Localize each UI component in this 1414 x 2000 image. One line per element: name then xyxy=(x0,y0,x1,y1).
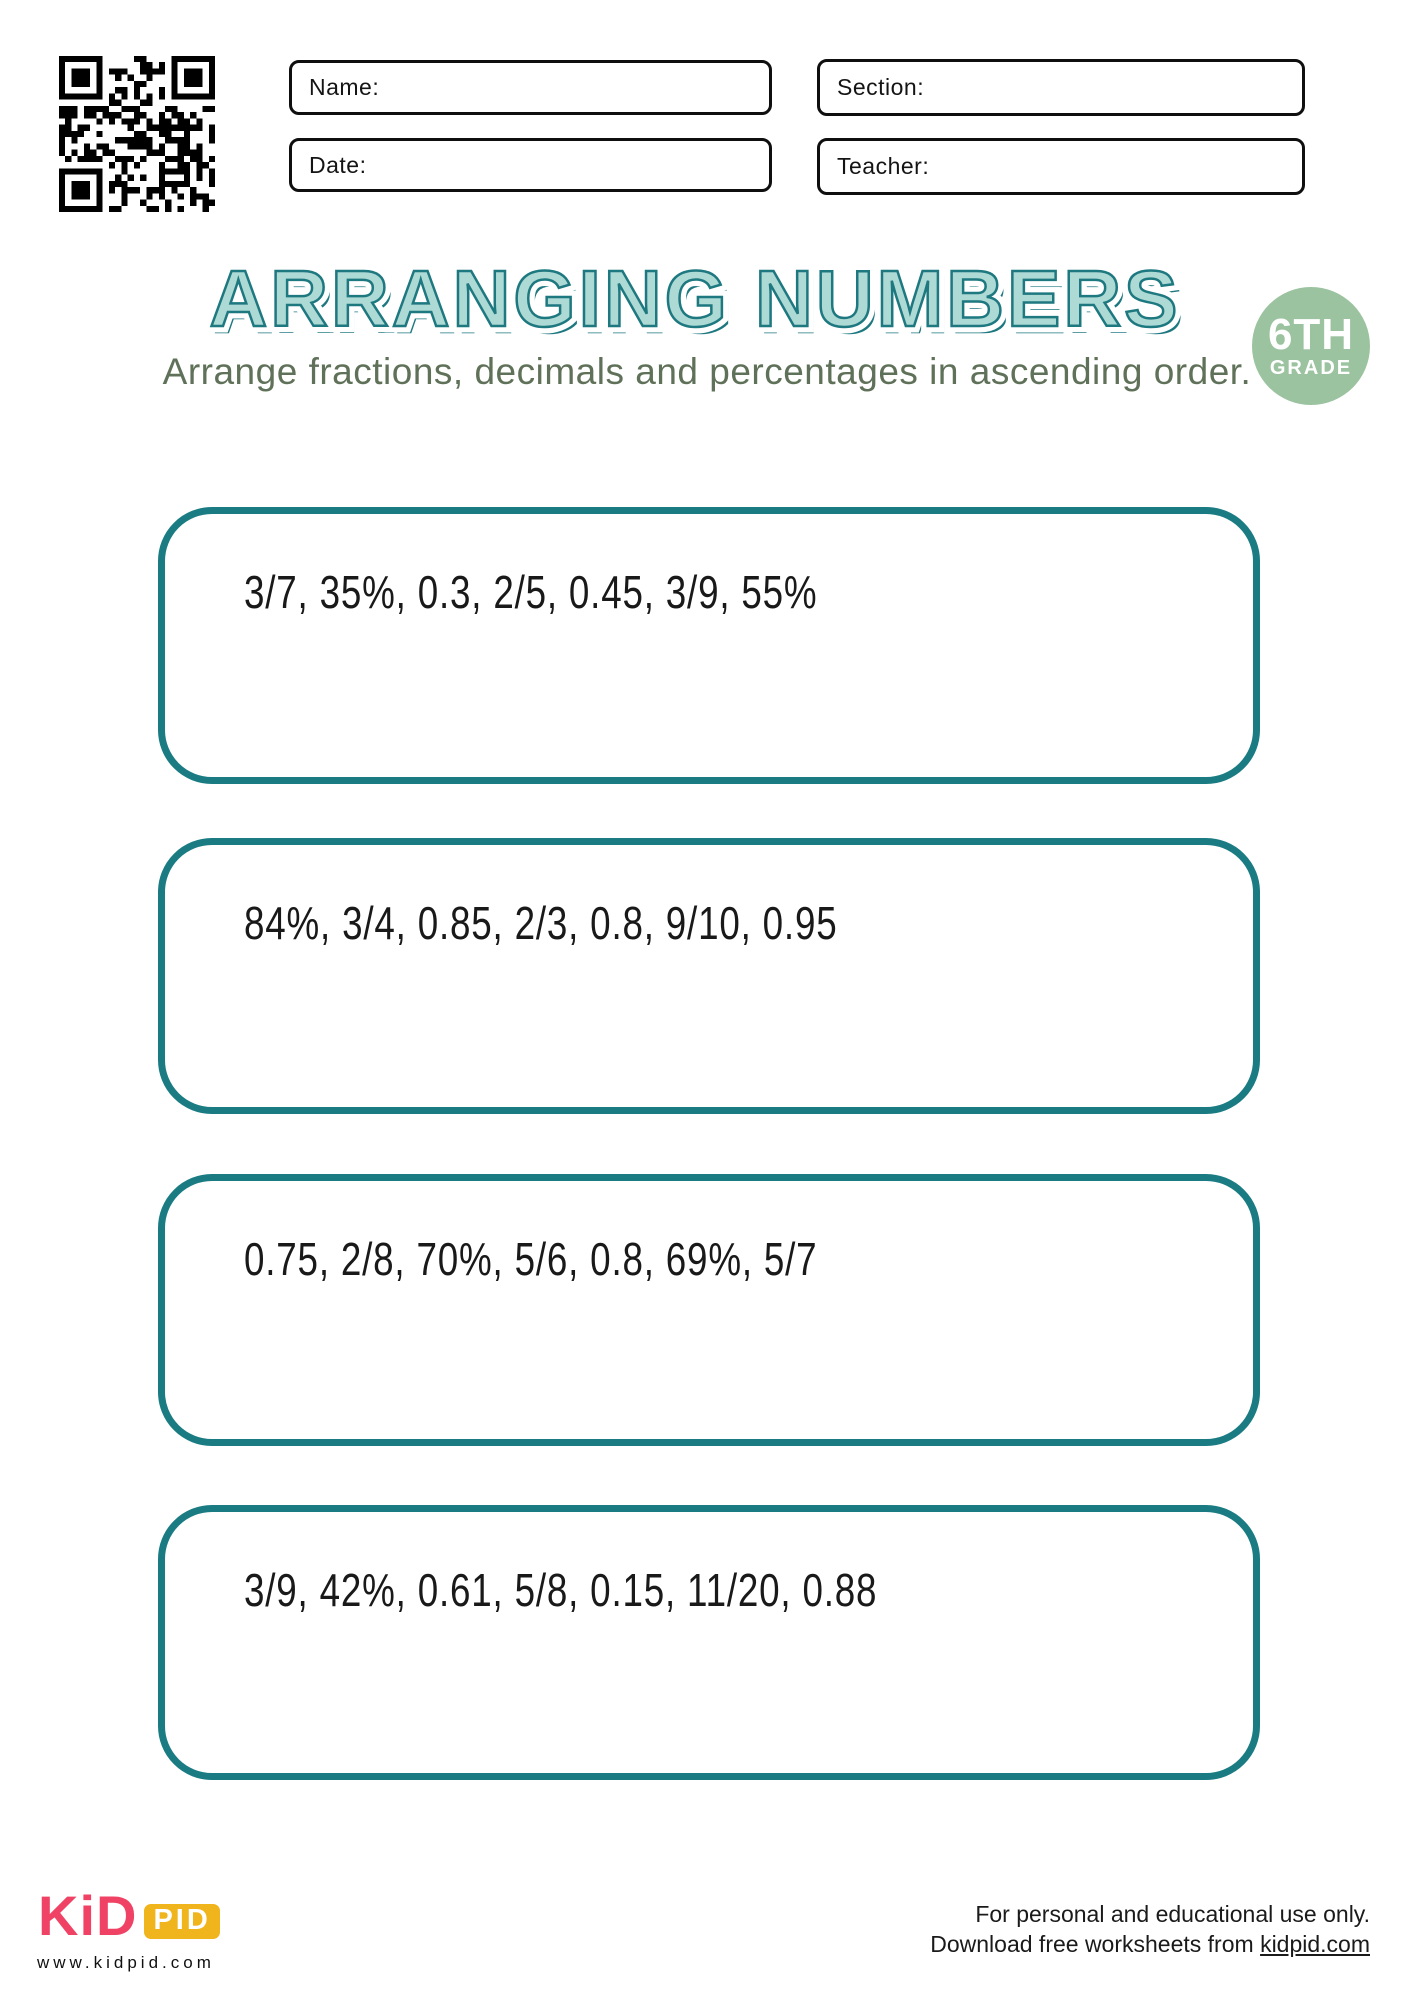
problem-4-numbers: 3/9, 42%, 0.61, 5/8, 0.15, 11/20, 0.88 xyxy=(244,1564,878,1616)
problem-1-numbers: 3/7, 35%, 0.3, 2/5, 0.45, 3/9, 55% xyxy=(244,566,818,618)
date-field-label: Date: xyxy=(309,151,367,178)
page-title: ARRANGING NUMBERS ARRANGING NUMBERS ARRA… xyxy=(203,248,1186,351)
kidpid-logo: KiD PID xyxy=(38,1884,220,1947)
section-field[interactable]: Section: xyxy=(817,59,1305,116)
kidpid-link[interactable]: kidpid.com xyxy=(1260,1931,1370,1957)
footer-note-line2-text: Download free worksheets from xyxy=(930,1931,1261,1957)
problem-2-numbers: 84%, 3/4, 0.85, 2/3, 0.8, 9/10, 0.95 xyxy=(244,897,838,949)
date-field[interactable]: Date: xyxy=(289,138,772,192)
website-url: www.kidpid.com xyxy=(37,1953,215,1972)
grade-badge-grade-number: 6TH xyxy=(1267,309,1355,359)
page-title-halo: ARRANGING NUMBERS xyxy=(210,254,1181,343)
grade-badge-grade-word: GRADE xyxy=(1269,356,1353,379)
page-subtitle: Arrange fractions, decimals and percenta… xyxy=(162,351,1252,392)
page-title-shadow: ARRANGING NUMBERS xyxy=(215,260,1186,349)
problem-box-4[interactable]: 3/9, 42%, 0.61, 5/8, 0.15, 11/20, 0.88 xyxy=(158,1505,1260,1780)
qr-code xyxy=(59,56,215,212)
section-field-label: Section: xyxy=(837,74,925,100)
name-field-label: Name: xyxy=(309,74,380,100)
teacher-field[interactable]: Teacher: xyxy=(817,138,1305,195)
footer-note: For personal and educational use only. D… xyxy=(930,1899,1370,1959)
kidpid-logo-kid: KiD xyxy=(38,1884,138,1947)
qr-code-image xyxy=(59,56,215,212)
grade-badge: 6TH GRADE xyxy=(1252,287,1370,405)
problem-box-3[interactable]: 0.75, 2/8, 70%, 5/6, 0.8, 69%, 5/7 xyxy=(158,1174,1260,1446)
kidpid-logo-pid: PID xyxy=(144,1904,220,1939)
footer-note-line2: Download free worksheets from kidpid.com xyxy=(930,1929,1370,1959)
problem-3-numbers: 0.75, 2/8, 70%, 5/6, 0.8, 69%, 5/7 xyxy=(244,1233,818,1285)
name-field[interactable]: Name: xyxy=(289,60,772,115)
footer-note-line1: For personal and educational use only. xyxy=(975,1901,1370,1927)
problem-box-2[interactable]: 84%, 3/4, 0.85, 2/3, 0.8, 9/10, 0.95 xyxy=(158,838,1260,1114)
problem-box-1[interactable]: 3/7, 35%, 0.3, 2/5, 0.45, 3/9, 55% xyxy=(158,507,1260,784)
teacher-field-label: Teacher: xyxy=(837,153,930,179)
page-title-text: ARRANGING NUMBERS xyxy=(210,254,1181,343)
